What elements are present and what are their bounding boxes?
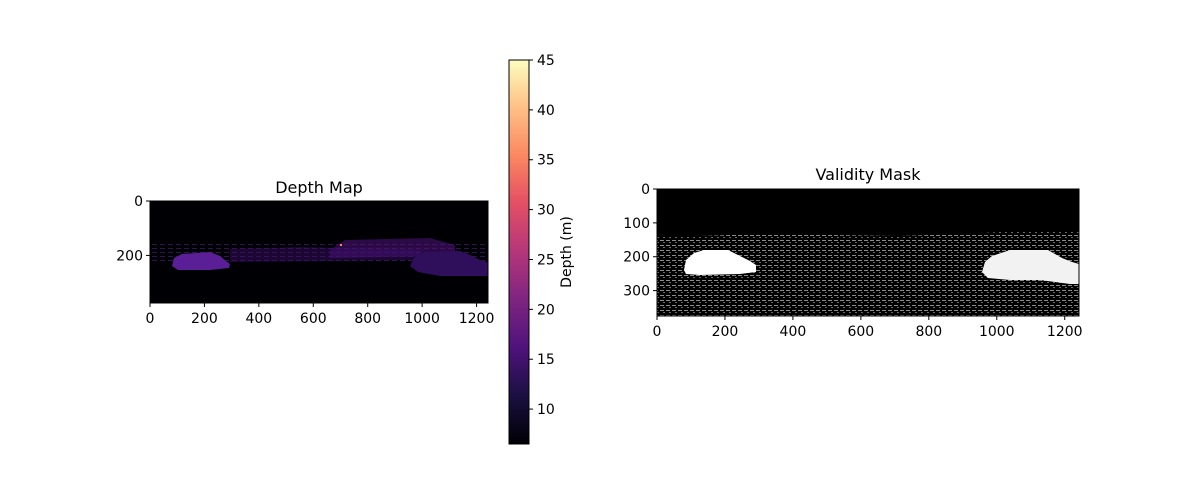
validity-mask-ytick-label: 0	[641, 182, 650, 198]
colorbar-ticks: 10 15 20 25 30 35 40 45	[529, 53, 555, 418]
validity-mask-xticks: 0 200 400 600 800 1000 1200	[653, 316, 1083, 340]
depth-map-xtick-label: 800	[354, 311, 381, 327]
colorbar-tick-label: 10	[537, 402, 555, 418]
validity-mask-xtick-label: 600	[847, 324, 874, 340]
validity-mask-ytick-label: 300	[623, 284, 650, 300]
depth-map-xtick-label: 1000	[404, 311, 440, 327]
depth-map-yticks: 0 200	[116, 194, 150, 264]
depth-map-title: Depth Map	[275, 178, 363, 197]
colorbar-tick-label: 30	[537, 203, 555, 219]
car-right-mask	[982, 250, 1079, 284]
depth-map-ytick-label: 0	[134, 194, 143, 210]
depth-map-xtick-label: 600	[300, 311, 327, 327]
colorbar-tick-label: 20	[537, 302, 555, 318]
validity-mask-axes	[656, 188, 1080, 317]
colorbar-tick-label: 25	[537, 252, 555, 268]
depth-map-xtick-label: 200	[191, 311, 218, 327]
depth-map-ytick-label: 200	[116, 248, 143, 264]
validity-mask-xtick-label: 1000	[979, 324, 1015, 340]
validity-mask-xtick-label: 1200	[1047, 324, 1083, 340]
colorbar-tick-label: 15	[537, 352, 555, 368]
car-right-depth	[410, 251, 488, 276]
validity-mask-xtick-label: 0	[653, 324, 662, 340]
depth-map-xtick-label: 0	[146, 311, 155, 327]
validity-mask-image	[657, 189, 1079, 316]
colorbar-tick-label: 35	[537, 153, 555, 169]
depth-map-axes	[149, 200, 489, 304]
validity-mask-xtick-label: 200	[712, 324, 739, 340]
depth-colorbar: 10 15 20 25 30 35 40 45 Depth (m)	[508, 53, 575, 445]
depth-map-image	[150, 201, 488, 303]
validity-mask-yticks: 0 100 200 300	[623, 182, 657, 300]
validity-mask-xtick-label: 800	[915, 324, 942, 340]
depth-map-xtick-label: 400	[245, 311, 272, 327]
car-left-depth	[172, 252, 230, 270]
validity-mask-panel: 0 200 400 600 800 1000 1200 0 100 200 300 Validit…	[623, 165, 1082, 340]
colorbar-tick-label: 45	[537, 53, 555, 69]
depth-map-xtick-label: 1200	[459, 311, 495, 327]
colorbar-gradient	[508, 59, 530, 445]
car-left-mask	[684, 250, 756, 275]
validity-mask-xtick-label: 400	[780, 324, 807, 340]
colorbar-label: Depth (m)	[559, 216, 575, 288]
depth-map-panel: 0 200 400 600 800 1000 1200 0 200 Depth Map	[116, 178, 494, 327]
colorbar-tick-label: 40	[537, 103, 555, 119]
validity-mask-title: Validity Mask	[815, 165, 921, 184]
depth-map-xticks: 0 200 400 600 800 1000 1200	[146, 303, 495, 327]
validity-mask-ytick-label: 200	[623, 250, 650, 266]
validity-mask-ytick-label: 100	[623, 216, 650, 232]
